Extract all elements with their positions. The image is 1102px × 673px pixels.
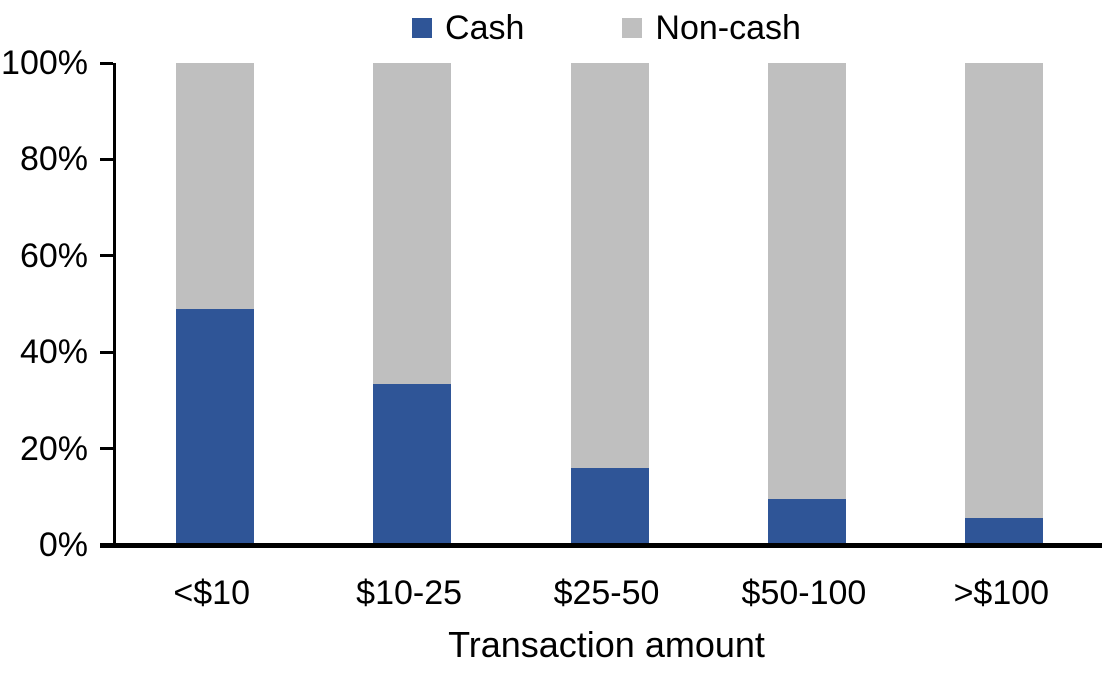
x-category-label: <$10	[173, 574, 250, 612]
bar-segment-cash	[570, 467, 649, 545]
legend: Cash Non-cash	[113, 6, 1100, 50]
y-tick-label: 80%	[19, 140, 88, 179]
y-tick-label: 40%	[19, 333, 88, 372]
y-axis-tick	[100, 447, 113, 451]
plot-area	[113, 63, 1102, 545]
bar-segment-cash	[175, 308, 254, 545]
x-category-label: $50-100	[741, 574, 867, 612]
y-tick-label: 100%	[1, 44, 88, 82]
bar-group	[906, 63, 1102, 545]
x-axis-title: Transaction amount	[448, 624, 765, 665]
bar-segment-non-cash	[373, 63, 452, 384]
cash-legend-swatch	[412, 18, 433, 38]
bar-segment-cash	[373, 383, 452, 545]
noncash-legend-label: Non-cash	[655, 9, 801, 47]
bar-stack	[965, 63, 1044, 545]
x-category-labels: <$10 $10-25 $25-50 $50-100 >$100	[113, 575, 1100, 611]
legend-item-noncash: Non-cash	[622, 8, 801, 48]
y-axis-tick	[100, 350, 113, 354]
bar-group	[708, 63, 905, 545]
bar-group	[313, 63, 510, 545]
noncash-legend-swatch	[622, 18, 643, 38]
bar-stack	[175, 63, 254, 545]
x-category-label: >$100	[953, 574, 1050, 612]
bars-container	[116, 63, 1102, 545]
y-tick-label: 60%	[19, 236, 88, 275]
bar-segment-cash	[965, 518, 1044, 545]
x-category-label: $10-25	[356, 574, 463, 612]
cash-legend-label: Cash	[445, 9, 525, 47]
bar-segment-non-cash	[570, 63, 649, 468]
y-axis-tick	[100, 61, 113, 65]
bar-segment-non-cash	[767, 63, 846, 500]
bar-segment-cash	[767, 499, 846, 545]
bar-group	[116, 63, 313, 545]
bar-segment-non-cash	[965, 63, 1044, 519]
y-tick-label: 20%	[19, 429, 88, 468]
bar-stack	[767, 63, 846, 545]
bar-stack	[373, 63, 452, 545]
x-category-label: $25-50	[553, 574, 660, 612]
y-tick-label: 0%	[38, 526, 88, 564]
x-axis-line	[100, 543, 1102, 548]
bar-stack	[570, 63, 649, 545]
legend-item-cash: Cash	[412, 8, 524, 48]
bar-segment-non-cash	[175, 63, 254, 309]
y-axis-tick	[100, 254, 113, 258]
bar-group	[511, 63, 708, 545]
y-axis-tick	[100, 157, 113, 161]
